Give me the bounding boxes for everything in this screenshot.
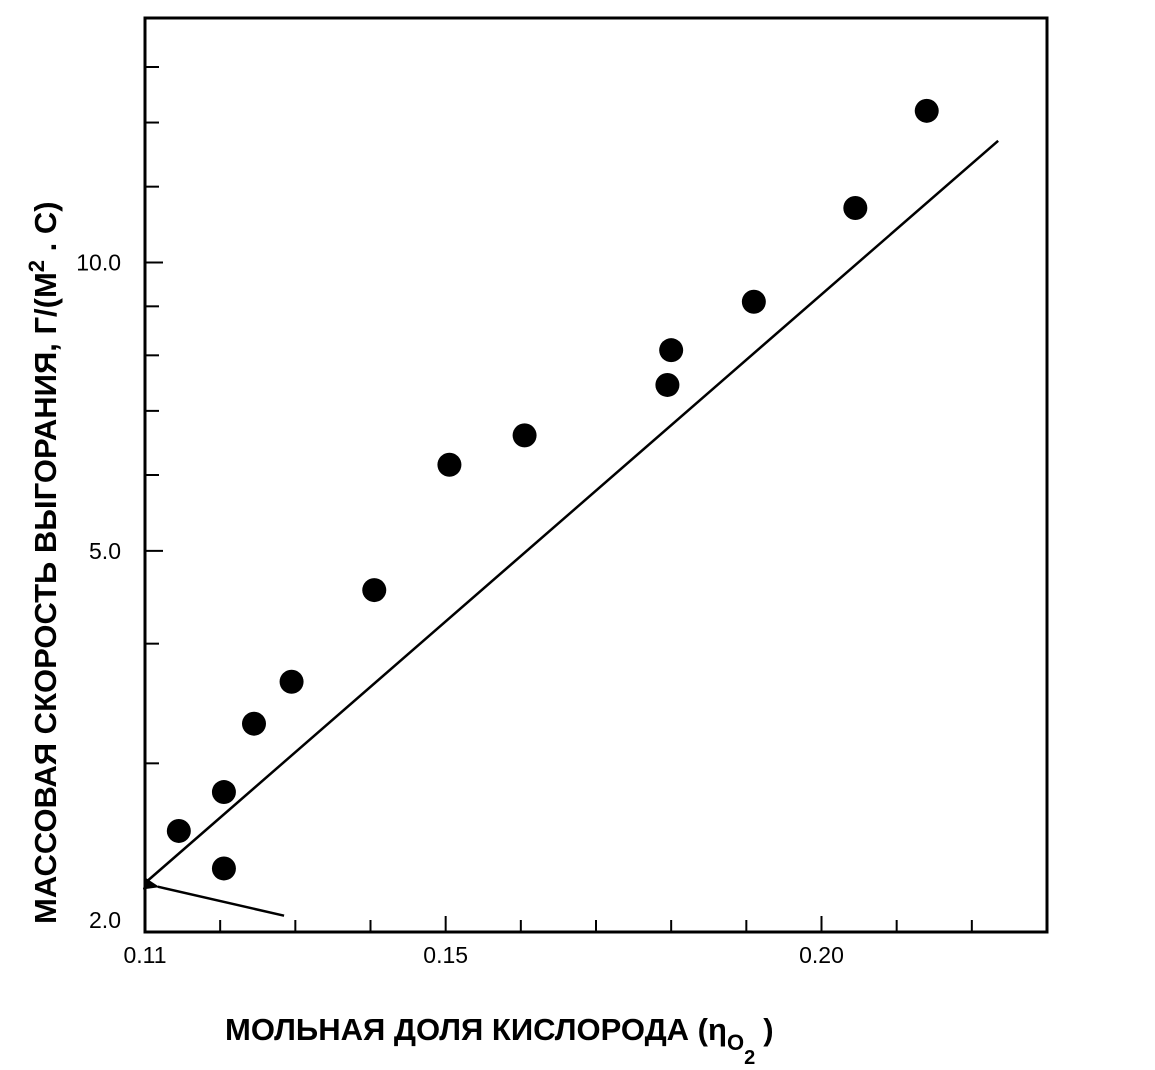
x-tick-label: 0.20 (799, 942, 844, 968)
data-point (241, 711, 266, 736)
plot-frame (143, 16, 1049, 934)
y-axis-title-tail: . С) (28, 201, 63, 260)
data-point (279, 669, 304, 694)
x-axis-title-close: ) (763, 1012, 773, 1047)
x-tick-label: 0.11 (123, 942, 166, 968)
annotation-arrow (142, 877, 285, 917)
x-axis-title-text: МОЛЬНАЯ ДОЛЯ КИСЛОРОДА (η (225, 1012, 727, 1047)
data-point (166, 818, 191, 843)
y-tick-label: 2.0 (89, 907, 121, 933)
y-axis-title: МАССОВАЯ СКОРОСТЬ ВЫГОРАНИЯ, Г/(М2 . С) (24, 201, 63, 924)
annotation-group (142, 877, 285, 917)
plot-frame-group (143, 16, 1049, 934)
data-point (437, 452, 462, 477)
fit-line-group (144, 139, 999, 884)
data-point (211, 856, 236, 881)
x-axis-title-subscript: O (727, 1030, 744, 1055)
data-point (659, 338, 684, 363)
fit-line (144, 139, 999, 884)
x-tick-label: 0.15 (423, 942, 468, 968)
y-axis-title-superscript: 2 (24, 260, 49, 272)
y-tick-label: 10.0 (76, 250, 121, 276)
data-point (655, 372, 680, 397)
ticks-group (144, 65, 973, 933)
data-point (741, 289, 766, 314)
x-axis-title: МОЛЬНАЯ ДОЛЯ КИСЛОРОДА (ηO2) (225, 1012, 774, 1069)
x-axis-title-subsubscript: 2 (744, 1047, 755, 1069)
data-point (843, 196, 868, 221)
tick-labels-group: 0.11 0.15 0.20 2.0 5.0 10.0 (76, 250, 844, 968)
data-points-group (166, 98, 939, 881)
data-point (512, 423, 537, 448)
data-point (362, 578, 387, 603)
data-point (211, 780, 236, 805)
y-tick-label: 5.0 (89, 538, 121, 564)
data-point (914, 98, 939, 123)
y-axis-title-text: МАССОВАЯ СКОРОСТЬ ВЫГОРАНИЯ, Г/(М (28, 272, 63, 924)
